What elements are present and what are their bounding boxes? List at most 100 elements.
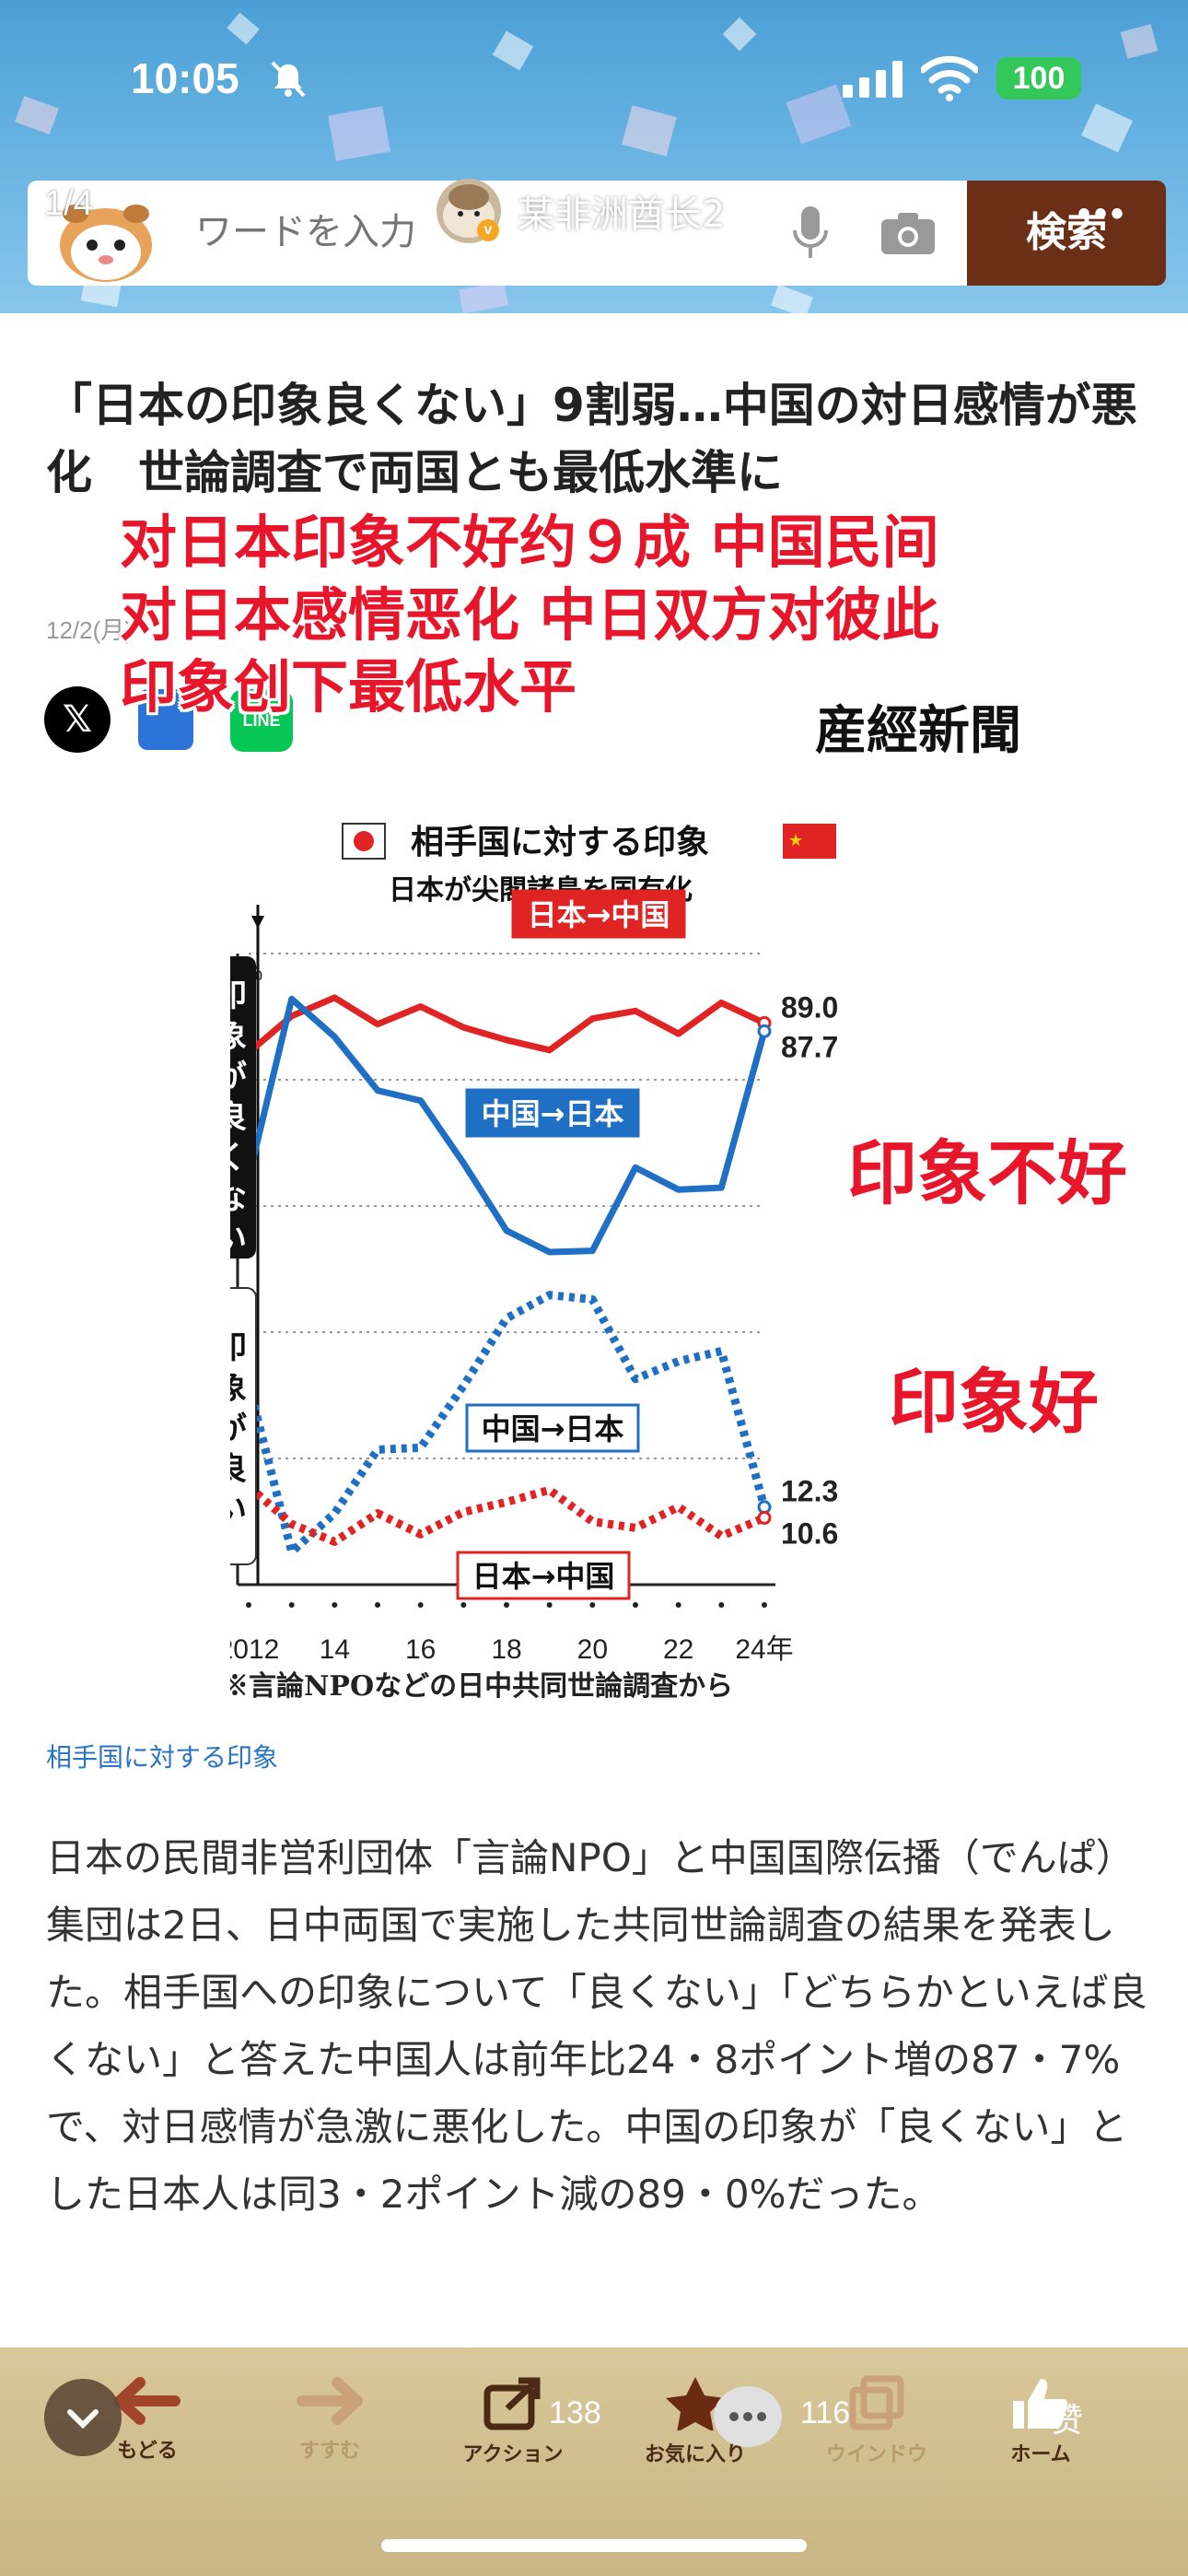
home-indicator — [381, 2539, 807, 2552]
series-line-1 — [245, 995, 768, 1256]
back-button[interactable]: もどる — [78, 2375, 216, 2464]
star-icon — [666, 2377, 725, 2432]
group-label-char: 印 — [230, 1329, 247, 1366]
home-label: ホーム — [1010, 2443, 1071, 2466]
series-name-label-2: 中国→日本 — [482, 1411, 624, 1446]
camera-icon[interactable] — [879, 210, 937, 256]
series-name-label-1: 中国→日本 — [482, 1096, 624, 1131]
share-action-icon — [483, 2377, 541, 2430]
battery-indicator: 100 — [996, 57, 1081, 100]
good-group-label: 印象が良い — [230, 1329, 247, 1528]
more-icon[interactable]: ••• — [1077, 193, 1128, 234]
x-tick-dot — [718, 1602, 725, 1608]
event-marker-arrow — [251, 916, 264, 929]
group-label-char: い — [230, 1492, 247, 1528]
good-group-box — [230, 1287, 257, 1565]
window-button[interactable]: ウインドウ — [808, 2375, 946, 2467]
group-label-char: 象 — [230, 1370, 247, 1407]
group-label-char: く — [230, 1140, 247, 1177]
china-flag-stars: ★ — [788, 831, 803, 850]
group-label-char: が — [230, 1059, 247, 1095]
series-name-box-1 — [465, 1088, 640, 1138]
bottom-toolbar — [0, 2348, 1188, 2576]
chart-title: 相手国に対する印象 — [411, 824, 709, 861]
microphone-icon[interactable] — [792, 205, 829, 262]
search-button[interactable]: 検索 — [967, 181, 1166, 286]
status-time: 10:05 — [131, 54, 239, 102]
group-label-char: な — [230, 1180, 247, 1217]
bad-group-label: 印象が良くない — [230, 978, 247, 1258]
series-name-box-0 — [511, 889, 686, 939]
x-tick-label: 2012 — [230, 1634, 279, 1665]
share-count: 138 — [549, 2395, 601, 2430]
x-tick-label: 14 — [320, 1634, 350, 1665]
translation-overlay: 对日本印象不好约９成 中国民间对日本感情恶化 中日双方对彼此印象创下最低水平 — [120, 509, 939, 721]
chevron-down-icon — [67, 2409, 99, 2430]
series-name-box-3 — [456, 1551, 631, 1600]
browser-header: 10:05 100 検索 ••• 1/4 v 某非洲酋长2 — [0, 0, 1188, 313]
x-tick-dot — [633, 1602, 638, 1608]
action-button[interactable]: アクション — [444, 2375, 582, 2467]
like-label[interactable]: 赞 — [1050, 2402, 1084, 2440]
group-label-char: い — [230, 1221, 247, 1258]
series-end-label-1: 87.7 — [781, 1030, 838, 1063]
x-tick-dot — [246, 1602, 251, 1608]
bad-impression-overlay: 印象不好 — [847, 1132, 1127, 1214]
window-label: ウインドウ — [825, 2443, 927, 2466]
group-label-char: が — [230, 1411, 247, 1447]
back-label: もどる — [117, 2440, 178, 2463]
line-share-icon[interactable]: LINE — [230, 689, 293, 752]
series-end-label-2: 12.3 — [781, 1475, 838, 1508]
article-date: 12/2(月) — [46, 616, 133, 644]
x-tick-label: 22 — [663, 1634, 693, 1665]
result-counter: 1/4 — [44, 184, 93, 223]
x-share-icon[interactable]: 𝕏 — [44, 686, 111, 753]
search-input[interactable] — [193, 210, 446, 254]
series-name-label-0: 日本→中国 — [528, 897, 670, 932]
collapse-button[interactable] — [44, 2379, 122, 2456]
group-label-char: 良 — [230, 1099, 247, 1136]
forward-button[interactable]: すすむ — [261, 2375, 399, 2464]
verified-badge: v — [477, 219, 499, 241]
x-tick-dot — [589, 1602, 596, 1608]
group-label-char: 良 — [230, 1451, 247, 1488]
favorite-label: お気に入り — [644, 2443, 746, 2466]
home-button[interactable]: ホーム — [972, 2375, 1110, 2467]
image-caption[interactable]: 相手国に対する印象 — [46, 1742, 279, 1773]
series-name-label-3: 日本→中国 — [472, 1559, 615, 1594]
favorite-button[interactable]: お気に入り — [626, 2375, 764, 2467]
x-tick-dot — [675, 1602, 681, 1608]
user-name: 某非洲酋长2 — [518, 193, 726, 236]
group-label-char: 印 — [230, 978, 247, 1014]
signal-icon — [843, 61, 903, 98]
window-icon — [849, 2375, 904, 2430]
comment-count: 116 — [800, 2395, 851, 2430]
x-tick-dot — [417, 1602, 424, 1608]
x-tick-dot — [460, 1602, 467, 1608]
series-line-3 — [246, 1482, 766, 1546]
comment-icon[interactable] — [714, 2386, 782, 2447]
x-tick-dot — [546, 1602, 553, 1608]
good-impression-overlay: 印象好 — [889, 1361, 1099, 1443]
article-title: 「日本の印象良くない」9割弱…中国の対日感情が悪化 世論調査で両国とも最低水準に — [46, 379, 1137, 499]
series-line-0 — [246, 994, 766, 1056]
x-tick-dot — [762, 1602, 767, 1608]
x-tick-dot — [375, 1602, 380, 1608]
article-body: 日本の民間非営利団体「言論NPO」と中国国際伝播（でんぱ）集団は2日、日中両国で… — [46, 1835, 1147, 2218]
japan-flag-circle — [354, 831, 374, 851]
chart-source: ※言論NPOなどの日中共同世論調査から — [230, 1670, 733, 1703]
impression-line-chart: 相手国に対する印象 ★ 日本が尖閣諸島を国有化 % 10080604020020… — [230, 823, 838, 1703]
x-tick-label: 20 — [577, 1634, 608, 1665]
bell-muted-icon — [271, 61, 306, 98]
x-tick-dot — [288, 1602, 295, 1608]
series-end-point-1 — [757, 1024, 772, 1038]
publisher-logo: 産經新聞 — [815, 700, 1021, 761]
series-name-box-2 — [465, 1403, 640, 1453]
facebook-share-icon[interactable] — [138, 689, 193, 750]
plot-area: 1008060402002012141618202224年89.0日本→中国87… — [230, 889, 838, 1665]
x-tick-dot — [504, 1602, 509, 1608]
guinea-pig-mascot-icon[interactable] — [55, 195, 157, 284]
thumbs-up-icon — [1013, 2379, 1068, 2429]
x-tick-label: 24年 — [735, 1634, 793, 1665]
china-flag-icon — [783, 824, 836, 859]
